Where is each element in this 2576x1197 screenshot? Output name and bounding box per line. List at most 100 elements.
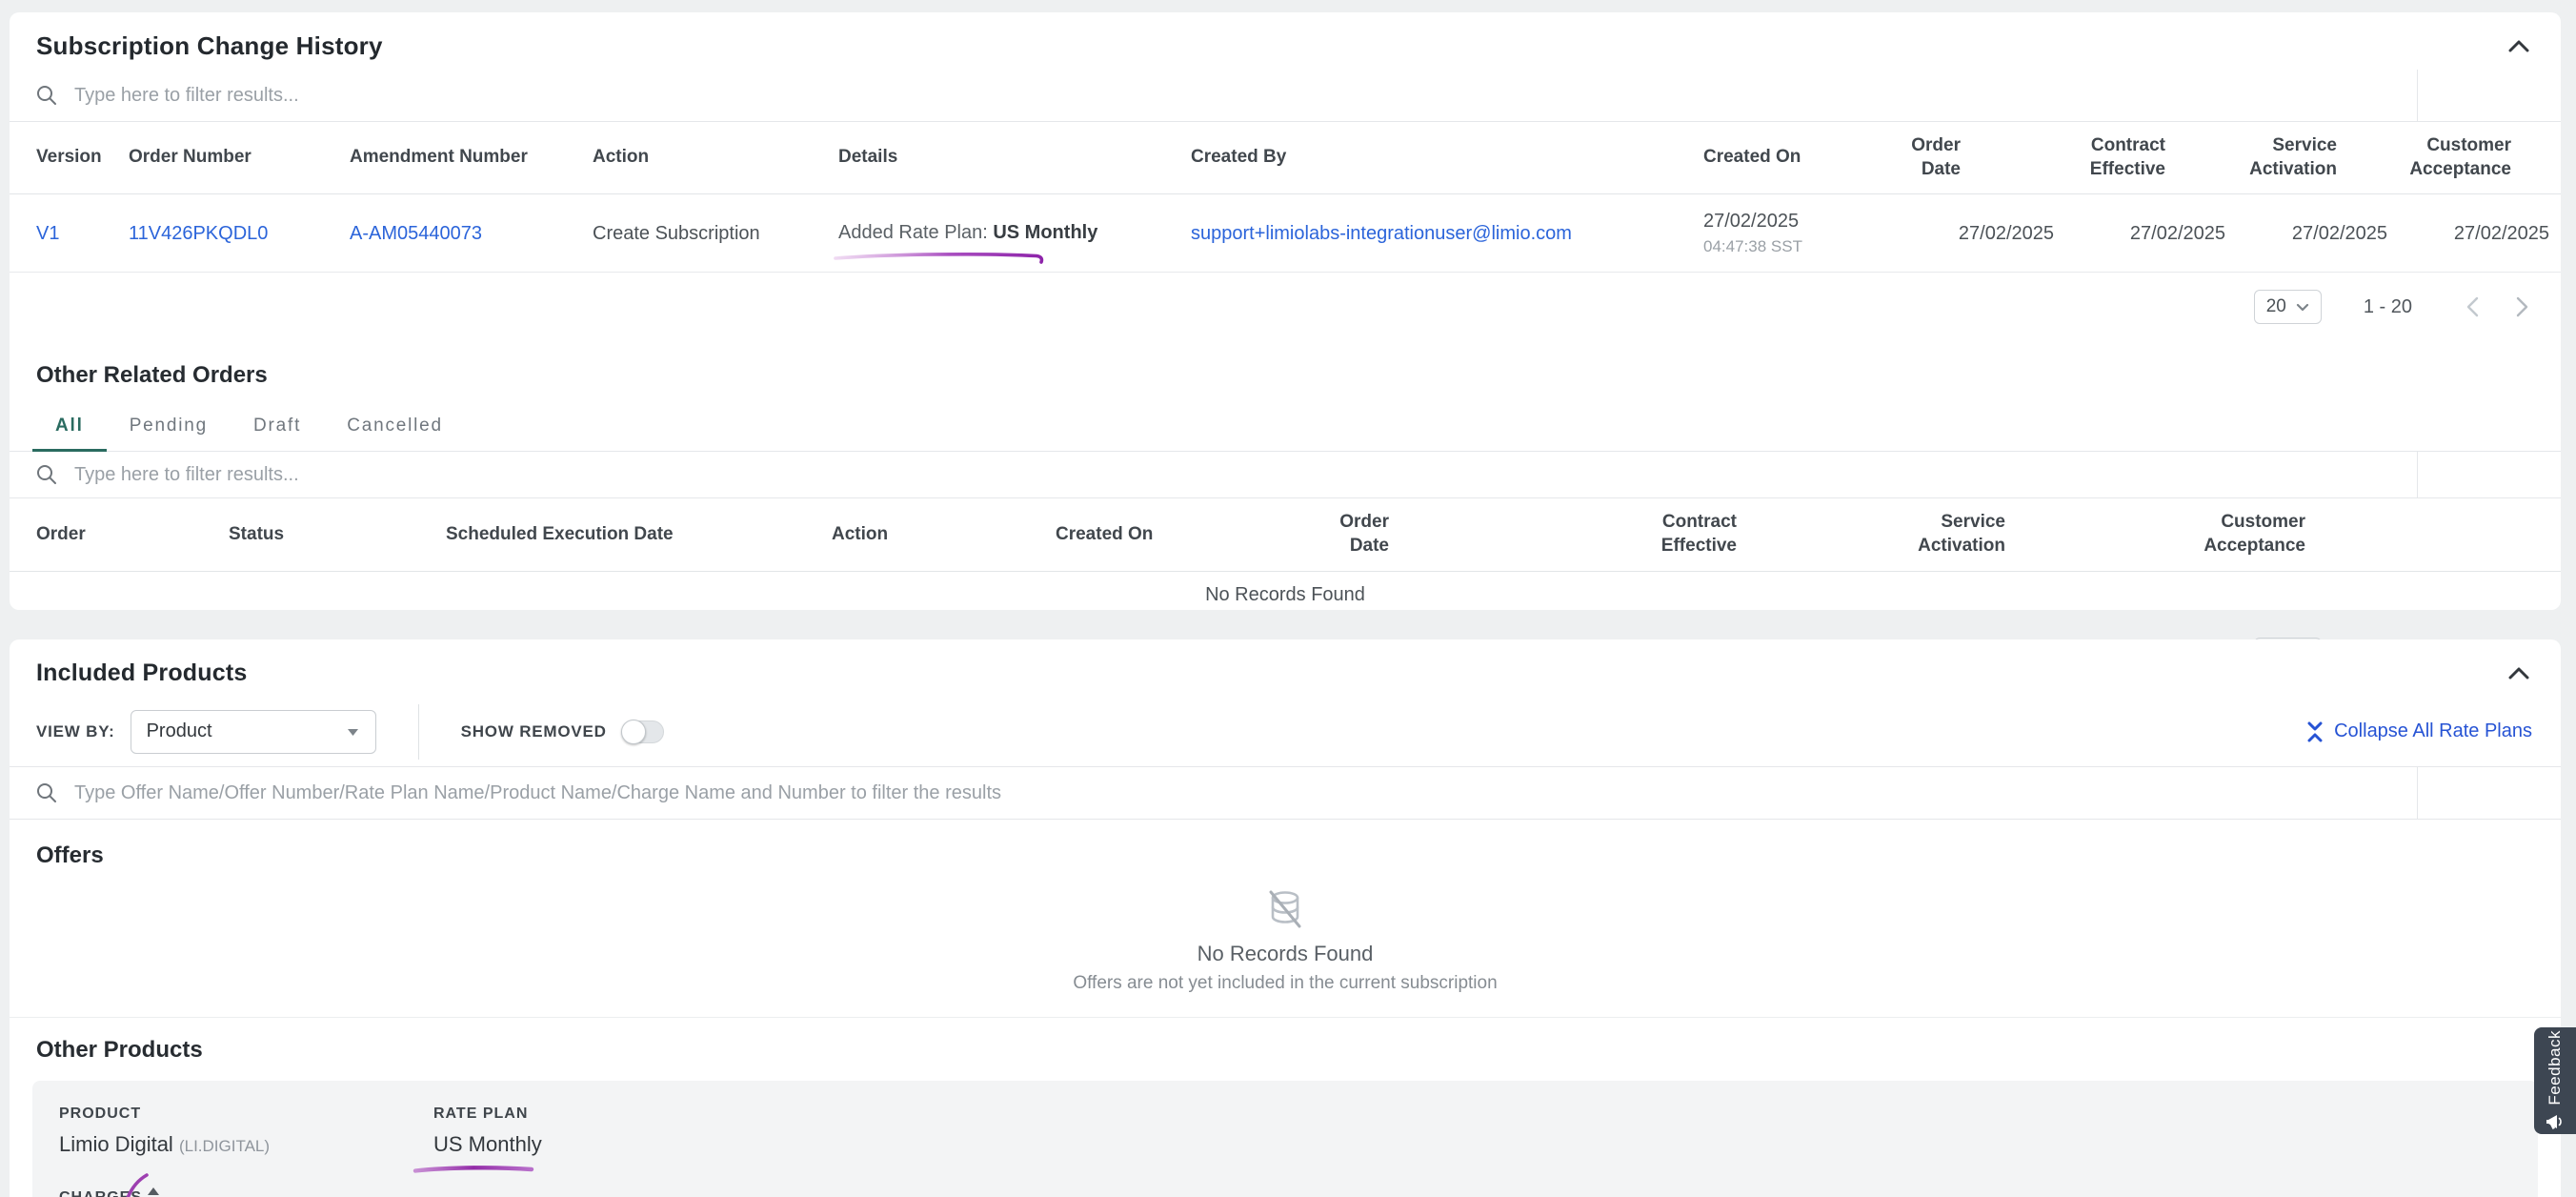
chevron-left-icon — [2466, 297, 2478, 317]
order-date-cell: 27/02/2025 — [1894, 193, 2065, 274]
offers-empty-title: No Records Found — [1197, 942, 1374, 965]
other-products-heading: Other Products — [36, 1037, 203, 1063]
feedback-tab[interactable]: Feedback — [2534, 1027, 2576, 1134]
col-order-date: Order Date — [1894, 122, 2065, 195]
col-order: Order — [10, 498, 229, 572]
included-products-controls: VIEW BY: Product SHOW REMOVED Collapse A… — [10, 697, 2561, 767]
included-products-header: Included Products — [10, 639, 2561, 697]
chevron-right-icon — [2516, 297, 2527, 317]
created-by-link[interactable]: support+limiolabs-integrationuser@limio.… — [1191, 222, 1572, 244]
related-orders-table: Order Status Scheduled Execution Date Ac… — [10, 498, 2561, 572]
related-orders-filter-row — [10, 452, 2561, 499]
product-label: PRODUCT — [59, 1106, 142, 1122]
product-code: (LI.DIGITAL) — [178, 1137, 271, 1155]
offers-empty-state: No Records Found Offers are not yet incl… — [10, 869, 2561, 1017]
action-cell: Create Subscription — [593, 193, 838, 274]
collapse-all-icon — [2307, 721, 2323, 741]
show-removed-label: SHOW REMOVED — [460, 721, 607, 741]
tab-cancelled[interactable]: Cancelled — [347, 416, 443, 436]
col-order-date: Order Date — [1322, 498, 1637, 572]
related-orders-header-row: Order Status Scheduled Execution Date Ac… — [10, 498, 2561, 572]
tab-pending[interactable]: Pending — [129, 416, 209, 436]
created-on-time: 04:47:38 SST — [1703, 237, 1802, 256]
tab-all[interactable]: All — [32, 406, 107, 453]
related-orders-tabs: All Pending Draft Cancelled — [10, 389, 2561, 453]
product-name: Limio Digital — [59, 1132, 173, 1156]
next-page-button[interactable] — [2511, 296, 2532, 317]
related-orders-empty-text: No Records Found — [1205, 583, 1365, 605]
chevron-up-icon — [2508, 667, 2529, 680]
view-by-select[interactable]: Product — [130, 709, 376, 754]
rate-plan-value: US Monthly — [433, 1132, 542, 1156]
col-customer-acceptance: Customer Acceptance — [2193, 498, 2561, 572]
view-by-value: Product — [146, 720, 212, 741]
product-meta: PRODUCT Limio Digital (LI.DIGITAL) RATE … — [59, 1106, 2509, 1173]
feedback-label: Feedback — [2546, 1029, 2564, 1106]
column-divider — [2417, 70, 2418, 121]
no-records-icon — [1269, 890, 1301, 928]
view-by-label: VIEW BY: — [36, 721, 115, 741]
search-icon — [36, 464, 57, 485]
caret-down-icon — [2296, 303, 2308, 312]
history-filter-input[interactable] — [72, 83, 2534, 108]
col-scheduled-execution-date: Scheduled Execution Date — [446, 498, 832, 572]
charges-label-row: CHARGES — [59, 1187, 2509, 1197]
collapse-all-rate-plans-link[interactable]: Collapse All Rate Plans — [2305, 720, 2532, 742]
charges-label: CHARGES — [59, 1189, 142, 1197]
offers-empty-subtitle: Offers are not yet included in the curre… — [1073, 973, 1498, 993]
col-customer-acceptance: Customer Acceptance — [2399, 122, 2561, 195]
order-number-link[interactable]: 11V426PKQDL0 — [129, 222, 269, 244]
included-products-filter-input[interactable] — [72, 781, 2534, 805]
page-title: Subscription Change History — [36, 30, 383, 60]
details-prefix: Added Rate Plan: — [838, 221, 994, 243]
purple-underline-annotation — [834, 252, 1044, 264]
included-products-card: Included Products VIEW BY: Product SHOW … — [10, 639, 2561, 1197]
col-action: Action — [832, 498, 1056, 572]
history-table: Version Order Number Amendment Number Ac… — [10, 122, 2561, 274]
chevron-up-icon — [2508, 40, 2529, 52]
tab-draft[interactable]: Draft — [253, 416, 302, 436]
related-orders-title: Other Related Orders — [36, 362, 268, 389]
contract-effective-cell: 27/02/2025 — [2065, 193, 2237, 274]
col-contract-effective: Contract Effective — [1637, 498, 1905, 572]
page-size-value: 20 — [2265, 296, 2286, 317]
details-cell: Added Rate Plan: US Monthly — [834, 193, 1191, 274]
prev-page-button[interactable] — [2462, 296, 2483, 317]
page-range: 1 - 20 — [2363, 295, 2412, 317]
search-icon — [36, 782, 57, 803]
history-card-header: Subscription Change History — [10, 12, 2561, 70]
created-on-date: 27/02/2025 — [1703, 211, 1800, 233]
history-row: V1 11V426PKQDL0 A-AM05440073 Create Subs… — [10, 193, 2561, 274]
megaphone-icon — [2546, 1115, 2562, 1130]
created-on-cell: 27/02/2025 04:47:38 SST — [1703, 193, 1894, 274]
details-value: US Monthly — [993, 221, 1098, 243]
amendment-number-link[interactable]: A-AM05440073 — [350, 222, 482, 244]
col-status: Status — [229, 498, 446, 572]
col-order-number: Order Number — [129, 122, 350, 195]
collapse-all-label: Collapse All Rate Plans — [2334, 720, 2532, 741]
col-service-activation: Service Activation — [2237, 122, 2399, 195]
column-divider — [2417, 452, 2418, 498]
customer-acceptance-cell: 27/02/2025 — [2399, 193, 2561, 274]
history-pagination: 20 1 - 20 — [10, 273, 2561, 341]
page-size-select[interactable]: 20 — [2253, 290, 2322, 325]
col-created-on: Created On — [1703, 122, 1894, 195]
collapse-included-products-button[interactable] — [2506, 659, 2532, 686]
collapse-history-section-button[interactable] — [2506, 32, 2532, 59]
subscription-change-history-card: Subscription Change History Version Orde… — [10, 12, 2561, 672]
version-link[interactable]: V1 — [36, 222, 60, 244]
col-created-on: Created On — [1056, 498, 1322, 572]
show-removed-toggle[interactable] — [620, 719, 664, 744]
search-icon — [36, 85, 57, 106]
col-details: Details — [838, 122, 1191, 195]
included-products-title: Included Products — [36, 659, 248, 686]
section-divider — [10, 1017, 2561, 1018]
offers-heading: Offers — [36, 842, 104, 868]
column-divider — [2417, 767, 2418, 819]
history-filter-row — [10, 70, 2561, 122]
col-service-activation: Service Activation — [1905, 498, 2193, 572]
caret-down-icon — [347, 728, 358, 736]
product-panel: PRODUCT Limio Digital (LI.DIGITAL) RATE … — [32, 1081, 2538, 1197]
related-orders-filter-input[interactable] — [72, 462, 2534, 487]
